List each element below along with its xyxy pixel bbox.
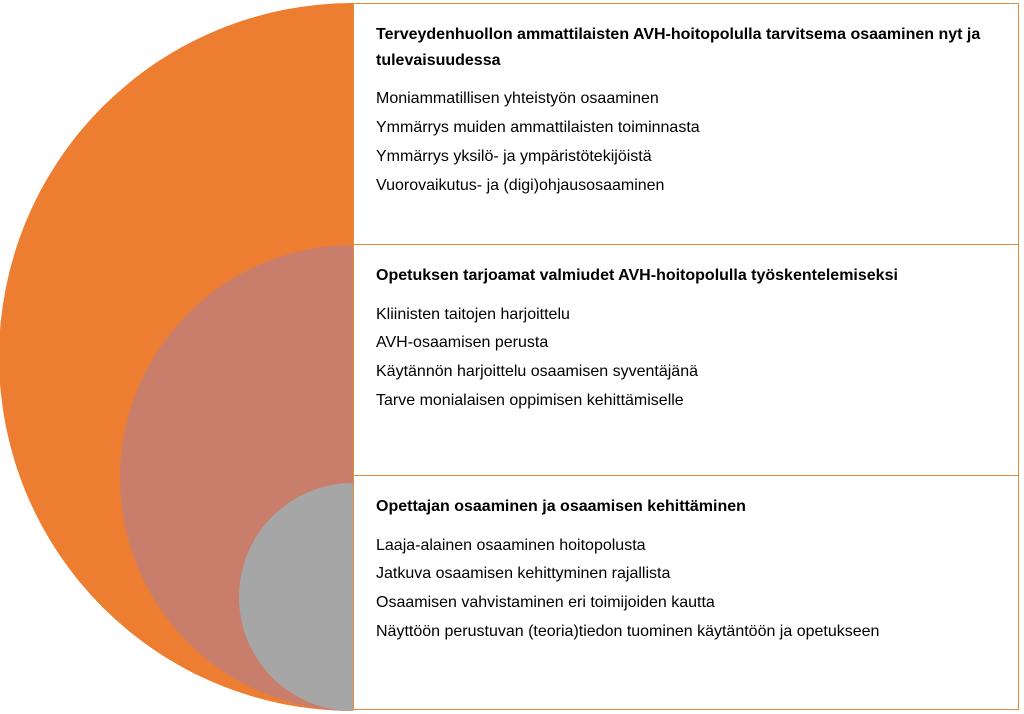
panel-3-item: Näyttöön perustuvan (teoria)tiedon tuomi…: [376, 620, 996, 645]
panel-2-item: Kliinisten taitojen harjoittelu: [376, 303, 996, 328]
panel-1-title: Terveydenhuollon ammattilaisten AVH-hoit…: [376, 22, 996, 73]
panel-2-item: Tarve monialaisen oppimisen kehittämisel…: [376, 389, 996, 414]
panel-3-item: Jatkuva osaamisen kehittyminen rajallist…: [376, 562, 996, 587]
panel-1-item: Ymmärrys yksilö- ja ympäristötekijöistä: [376, 145, 996, 170]
panel-3-item: Laaja-alainen osaaminen hoitopolusta: [376, 534, 996, 559]
panel-1: Terveydenhuollon ammattilaisten AVH-hoit…: [353, 3, 1019, 245]
panels-container: Terveydenhuollon ammattilaisten AVH-hoit…: [353, 3, 1019, 710]
panel-1-item: Vuorovaikutus- ja (digi)ohjausosaaminen: [376, 174, 996, 199]
panel-2-item: AVH-osaamisen perusta: [376, 331, 996, 356]
panel-3: Opettajan osaaminen ja osaamisen kehittä…: [353, 476, 1019, 710]
panel-2: Opetuksen tarjoamat valmiudet AVH-hoitop…: [353, 245, 1019, 476]
panel-2-title: Opetuksen tarjoamat valmiudet AVH-hoitop…: [376, 263, 996, 289]
diagram-stage: Terveydenhuollon ammattilaisten AVH-hoit…: [0, 0, 1024, 714]
panel-3-item: Osaamisen vahvistaminen eri toimijoiden …: [376, 591, 996, 616]
panel-1-item: Ymmärrys muiden ammattilaisten toiminnas…: [376, 116, 996, 141]
panel-1-item: Moniammatillisen yhteistyön osaaminen: [376, 87, 996, 112]
panel-3-title: Opettajan osaaminen ja osaamisen kehittä…: [376, 494, 996, 520]
panel-2-item: Käytännön harjoittelu osaamisen syventäj…: [376, 360, 996, 385]
